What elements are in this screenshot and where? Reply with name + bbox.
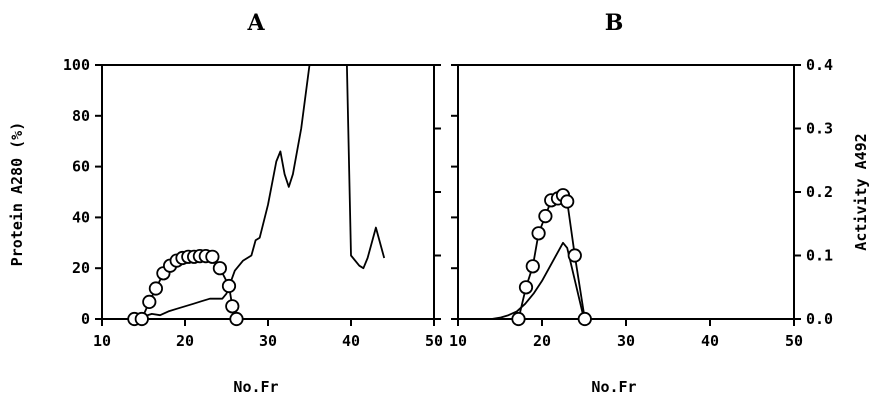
panel-b-activity-point <box>511 311 526 327</box>
panel-a-marks: 10 20 30 40 50 0 20 40 60 80 100 <box>63 56 443 350</box>
panel-b-y2-axis-label: Activity A492 <box>852 133 870 250</box>
panel-a-activity-point <box>134 311 149 327</box>
panel-b-x-tick-label: 10 <box>449 332 467 350</box>
panel-b-x-tick-label: 30 <box>617 332 635 350</box>
panel-b-x-tick-label: 20 <box>533 332 551 350</box>
panel-a-y-tick-label: 20 <box>72 259 90 277</box>
panel-b-activity-point <box>577 311 592 327</box>
panel-a-activity-point <box>142 294 157 309</box>
panel-a: A No.Fr Protein A280 (%) 10 20 30 40 50 0 20 40… <box>8 10 443 396</box>
panel-a-y-tick-label: 40 <box>72 208 90 226</box>
panel-b-x-tick-label: 40 <box>701 332 719 350</box>
panel-b-y2-tick-label: 0.1 <box>806 247 833 265</box>
panel-a-activity-point <box>148 281 163 296</box>
panel-a-activity-point <box>225 299 240 314</box>
panel-b-plot-frame <box>457 64 795 320</box>
panel-b-marks: 10 20 30 40 500.0 0.1 0.2 0.3 0.4 <box>449 56 833 350</box>
panel-b: B No.Fr Activity A492 10 20 30 40 500.0 0.1 0.… <box>449 10 870 396</box>
panel-b-y2-tick-label: 0.3 <box>806 120 833 138</box>
panel-b-y2-tick-label: 0.2 <box>806 183 833 201</box>
panel-a-y-tick-label: 60 <box>72 158 90 176</box>
panel-a-title: A <box>246 10 265 36</box>
panel-b-activity-point <box>560 194 575 209</box>
panel-a-plot-frame <box>101 64 435 320</box>
panel-b-activity-point <box>518 280 534 295</box>
panel-a-x-tick-label: 40 <box>342 332 360 350</box>
panel-a-x-tick-label: 50 <box>425 332 443 350</box>
panel-b-protein-line <box>491 241 585 320</box>
panel-a-activity-point <box>221 278 237 294</box>
panel-a-activity-point <box>229 311 244 327</box>
panel-a-y-tick-label: 100 <box>63 56 90 74</box>
panel-a-y-tick-label: 0 <box>81 310 90 328</box>
panel-b-activity-point <box>531 226 546 241</box>
panel-b-y2-tick-label: 0.4 <box>806 56 833 74</box>
panel-b-x-tick-label: 50 <box>785 332 803 350</box>
panel-b-title: B <box>605 10 624 36</box>
panel-b-activity-point <box>567 248 582 263</box>
panel-b-activity-point <box>525 259 540 274</box>
panel-b-y2-tick-label: 0.0 <box>806 310 833 328</box>
panel-a-y-axis-label: Protein A280 (%) <box>8 122 26 267</box>
panel-a-protein-line <box>134 64 386 320</box>
panel-a-y-tick-label: 80 <box>72 107 90 125</box>
panel-a-x-tick-label: 30 <box>259 332 277 350</box>
panel-a-x-axis-label: No.Fr <box>233 378 278 396</box>
panel-a-activity-point <box>205 249 220 264</box>
panel-b-activity-point <box>538 209 553 224</box>
panel-a-x-tick-label: 20 <box>176 332 194 350</box>
panel-a-activity-point <box>212 261 227 276</box>
panel-a-x-tick-label: 10 <box>93 332 111 350</box>
panel-b-x-axis-label: No.Fr <box>591 378 636 396</box>
